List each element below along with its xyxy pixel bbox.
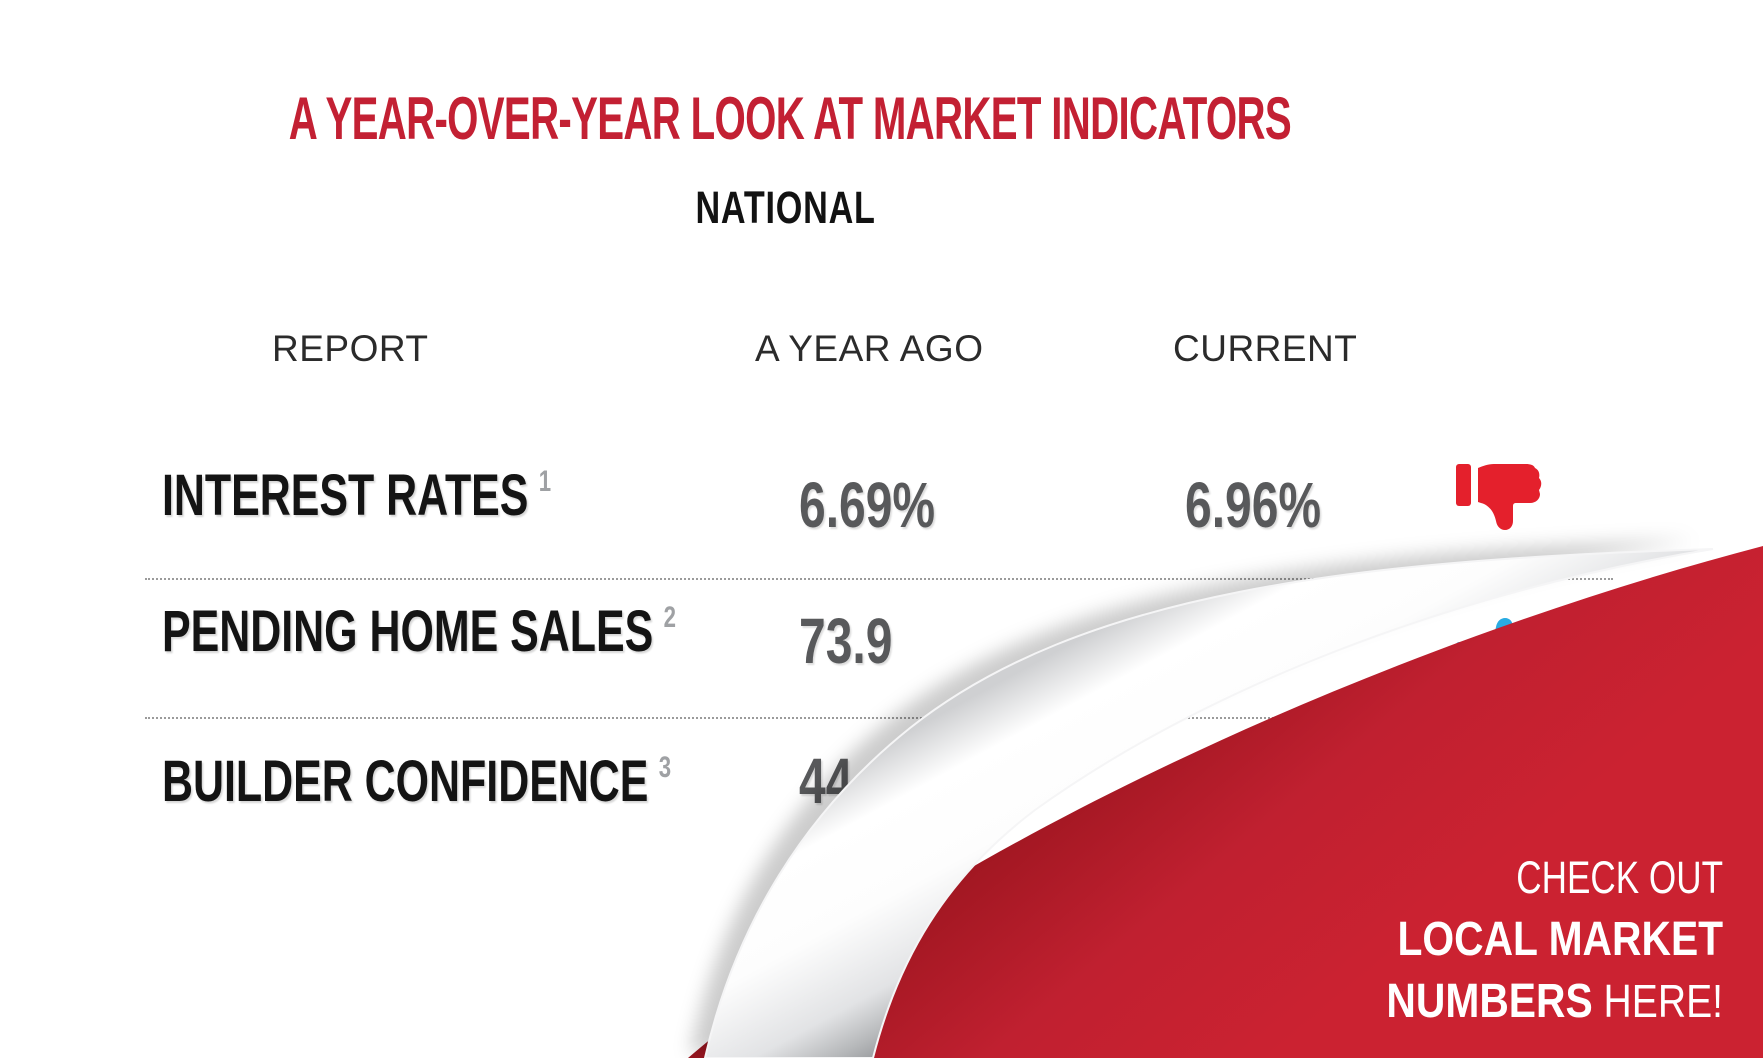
cell-year-ago: 73.9 xyxy=(799,605,893,677)
row-divider xyxy=(145,578,1613,580)
footnote-marker: 2 xyxy=(663,601,676,634)
banner-line-3-light xyxy=(1593,975,1604,1027)
page-title-wrap: A YEAR-OVER-YEAR LOOK AT MARKET INDICATO… xyxy=(0,84,1580,153)
footnote-marker: 1 xyxy=(538,465,552,498)
footnote-marker: 3 xyxy=(658,751,672,784)
banner-line-3-bold: NUMBERS xyxy=(1386,975,1593,1028)
row-label: PENDING HOME SALES 2 xyxy=(162,598,676,665)
cell-current: 79.0 xyxy=(1185,605,1279,677)
section-label: NATIONAL xyxy=(695,182,877,233)
thumbs-down-icon xyxy=(1456,464,1542,530)
row-label-text: INTEREST RATES xyxy=(162,463,529,528)
local-market-banner[interactable]: CHECK OUT LOCAL MARKET NUMBERS HERE! xyxy=(1327,852,1723,1038)
cell-year-ago: 6.69% xyxy=(799,469,936,541)
row-label: BUILDER CONFIDENCE 3 xyxy=(162,748,671,815)
banner-line-3: NUMBERS HERE! xyxy=(1386,976,1723,1038)
cell-current: 6.96% xyxy=(1185,469,1322,541)
row-label: INTEREST RATES 1 xyxy=(162,462,551,529)
column-header-year-ago: A YEAR AGO xyxy=(755,328,984,369)
column-header-report: REPORT xyxy=(272,328,429,369)
page-title: A YEAR-OVER-YEAR LOOK AT MARKET INDICATO… xyxy=(288,85,1292,152)
banner-line-1: CHECK OUT xyxy=(1516,852,1723,903)
section-label-wrap: NATIONAL xyxy=(0,182,1572,234)
banner-line-2: LOCAL MARKET xyxy=(1397,913,1723,966)
row-divider xyxy=(145,717,1497,719)
row-label-text: PENDING HOME SALES xyxy=(162,599,654,664)
row-label-text: BUILDER CONFIDENCE xyxy=(162,749,649,814)
column-header-current: CURRENT xyxy=(1173,328,1358,369)
thumbs-up-icon xyxy=(1456,618,1542,684)
banner-line-3-light-text: HERE! xyxy=(1603,975,1723,1027)
cell-year-ago: 44 xyxy=(799,745,853,817)
